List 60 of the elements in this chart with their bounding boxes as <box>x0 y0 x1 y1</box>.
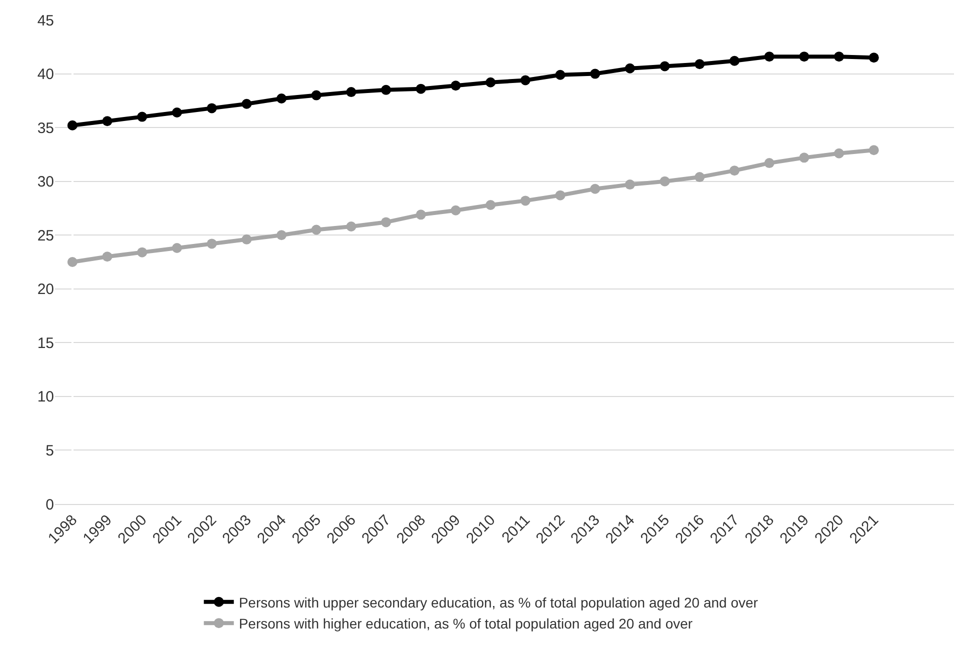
y-tick-label: 20 <box>37 281 54 298</box>
point <box>450 80 461 91</box>
y-tick-label: 40 <box>37 66 54 84</box>
point <box>346 87 356 98</box>
point <box>764 158 774 168</box>
point <box>555 70 566 80</box>
y-tick-label: 30 <box>37 174 54 191</box>
point <box>242 98 252 109</box>
y-tick-label: 25 <box>37 227 54 244</box>
y-tick-label: 15 <box>37 334 54 352</box>
legend-label: Persons with upper secondary education, as % of total population aged 20 and over <box>238 594 758 610</box>
point <box>729 166 740 176</box>
legend-label: Persons with higher education, as % of total population aged 20 and over <box>238 616 693 632</box>
y-tick-label: 0 <box>46 496 54 514</box>
point <box>694 59 705 70</box>
point <box>660 176 670 186</box>
y-tick-label: 35 <box>37 120 54 137</box>
point <box>834 52 844 62</box>
point <box>555 190 566 200</box>
point <box>590 68 600 79</box>
point <box>172 243 182 254</box>
point <box>624 63 635 74</box>
y-tick-label: 5 <box>46 442 54 460</box>
point <box>381 84 392 95</box>
point <box>242 234 252 244</box>
point <box>520 196 530 206</box>
point <box>172 108 182 118</box>
point <box>450 205 461 216</box>
point <box>206 238 217 249</box>
point <box>729 56 740 66</box>
point <box>486 77 496 88</box>
point <box>416 84 426 94</box>
point <box>102 252 112 262</box>
point <box>67 257 78 267</box>
point <box>694 172 705 182</box>
point <box>311 224 322 235</box>
point <box>102 116 112 126</box>
point <box>590 184 600 194</box>
point <box>381 217 392 228</box>
point <box>799 52 810 62</box>
point <box>799 152 810 163</box>
point <box>660 61 670 72</box>
point <box>276 230 286 240</box>
point <box>276 94 286 104</box>
point <box>346 222 356 232</box>
y-tick-label: 45 <box>37 12 54 30</box>
point <box>137 112 148 122</box>
point <box>311 90 322 100</box>
point <box>624 180 635 190</box>
y-tick-label: 10 <box>37 388 54 406</box>
point <box>486 200 496 210</box>
point <box>868 52 879 63</box>
point <box>520 75 530 86</box>
point <box>67 120 78 130</box>
point <box>834 148 844 158</box>
point <box>764 52 774 62</box>
point <box>137 247 148 258</box>
point <box>416 210 426 220</box>
point <box>206 103 217 114</box>
point <box>868 145 879 156</box>
